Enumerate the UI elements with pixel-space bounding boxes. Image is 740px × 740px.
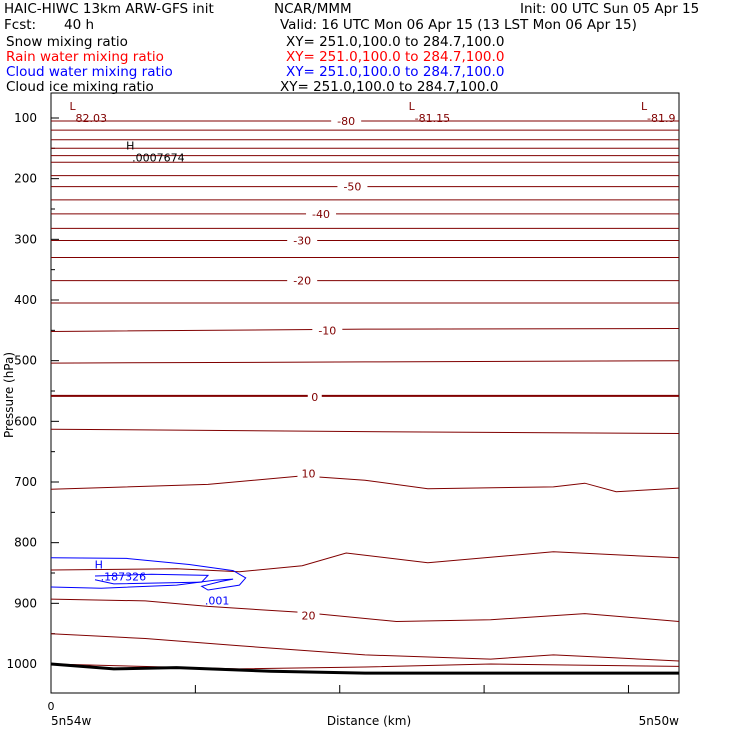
isotherm-label-bg <box>297 466 320 480</box>
isotherm-label: -80 <box>337 115 355 128</box>
x-axis-ticks <box>50 685 629 693</box>
isotherm-label: -40 <box>312 208 330 221</box>
extremum-value: 82.03 <box>76 112 108 125</box>
init-time: Init: 00 UTC Sun 05 Apr 15 <box>520 1 700 17</box>
isotherm-line <box>50 633 680 662</box>
field-xy-snow: XY= 251.0,100.0 to 284.7,100.0 <box>286 34 505 50</box>
x-tick-label-0: 0 <box>48 700 55 713</box>
isotherm-label: 0 <box>311 391 318 404</box>
y-tick-label-700: 700 <box>14 475 37 489</box>
isotherm-label-bg <box>287 273 318 287</box>
extremum-value: -81.15 <box>415 112 450 125</box>
extremum-value: .0007674 <box>132 151 185 164</box>
field-xy-cloud-water: XY= 251.0,100.0 to 284.7,100.0 <box>286 64 505 80</box>
extremum-marker: H <box>126 139 134 152</box>
isotherm-label: -30 <box>293 235 311 248</box>
extremum-value: -81.9 <box>647 112 675 125</box>
isotherm-label-bg <box>287 233 318 247</box>
isotherm-line <box>50 360 680 364</box>
isotherm-label: -20 <box>293 275 311 288</box>
isotherm-line <box>50 475 680 493</box>
isotherm-line <box>50 598 680 623</box>
isotherm-label: 20 <box>301 609 315 622</box>
extremum-marker: H <box>95 559 103 572</box>
chart-title: HAIC-HIWC 13km ARW-GFS init <box>4 1 214 17</box>
x-end-label: 5n50w <box>639 714 680 728</box>
y-tick-label-600: 600 <box>14 414 37 428</box>
extremum-value: .187326 <box>101 571 146 584</box>
terrain-line <box>50 662 679 675</box>
isotherm-label-bg <box>297 608 320 622</box>
isotherm-lines <box>50 120 680 675</box>
isotherm-label: 10 <box>301 468 315 481</box>
isotherm-label-bg <box>306 206 337 220</box>
extremum-marker: L <box>641 100 648 113</box>
extremum-marker: L <box>409 100 416 113</box>
cloud-water-contour <box>50 557 247 591</box>
y-tick-label-900: 900 <box>14 596 37 610</box>
field-name-cloud-ice: Cloud ice mixing ratio <box>6 79 154 95</box>
field-xy-rain: XY= 251.0,100.0 to 284.7,100.0 <box>286 49 505 65</box>
y-tick-label-200: 200 <box>14 172 37 186</box>
isotherm-line <box>50 428 680 434</box>
isotherm-line <box>50 328 680 332</box>
y-axis-title: Pressure (hPa) <box>2 352 16 438</box>
x-start-label: 5n54w <box>51 714 92 728</box>
extremum-marker: L <box>70 100 77 113</box>
field-name-snow: Snow mixing ratio <box>6 34 128 50</box>
y-tick-label-500: 500 <box>14 354 37 368</box>
isotherm-label-bg <box>331 114 362 128</box>
org-label: NCAR/MMM <box>274 1 352 17</box>
y-tick-label-400: 400 <box>14 293 37 307</box>
cloud-water-contours: .001 <box>50 557 247 607</box>
isotherm-label: -10 <box>318 324 336 337</box>
isotherm-label: -50 <box>343 181 361 194</box>
cloud-water-inner-contour <box>94 573 210 585</box>
forecast-label: Fcst: <box>4 17 37 33</box>
plot-frame <box>50 92 680 694</box>
forecast-hours: 40 h <box>64 17 95 33</box>
isotherm-label-bg <box>312 323 343 337</box>
y-tick-label-1000: 1000 <box>6 657 37 671</box>
field-name-rain: Rain water mixing ratio <box>6 49 164 65</box>
y-tick-label-100: 100 <box>14 111 37 125</box>
field-name-cloud-water: Cloud water mixing ratio <box>6 64 173 80</box>
isotherm-label-bg <box>307 390 322 404</box>
cloud-water-contour-label: .001 <box>205 594 230 607</box>
field-xy-cloud-ice: XY= 251.0,100.0 to 284.7,100.0 <box>280 79 499 95</box>
valid-time: Valid: 16 UTC Mon 06 Apr 15 (13 LST Mon … <box>280 17 637 33</box>
isotherm-line <box>50 551 680 573</box>
y-tick-label-800: 800 <box>14 536 37 550</box>
y-tick-label-300: 300 <box>14 232 37 246</box>
isotherm-label-bg <box>337 179 368 193</box>
contour-labels: -80-50-40-30-20-1001020L82.03L-81.15L-81… <box>70 100 676 622</box>
y-axis-ticks: 100 200 300 400 500 600 700 800 900 1000 <box>6 111 59 671</box>
x-axis-title: Distance (km) <box>327 714 411 728</box>
